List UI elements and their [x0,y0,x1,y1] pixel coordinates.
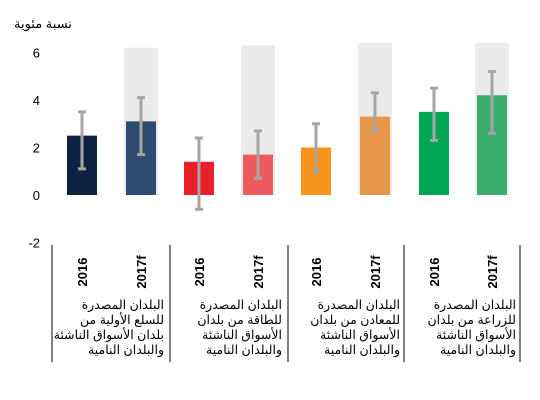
group-label-agriculture: البلدان المصدرة للزراعة من بلدان الأسواق… [427,298,516,357]
y-tick-label: 0 [33,188,40,203]
x-tick-label: 2016 [75,258,90,287]
x-tick-label: 2017f [368,255,383,289]
x-tick-label: 2017f [251,255,266,289]
y-axis-label: نسبة مئوية [14,16,72,31]
x-tick-label: 2016 [192,258,207,287]
y-tick-label: 4 [33,93,40,108]
x-tick-label: 2016 [427,258,442,287]
x-tick-label: 2016 [309,258,324,287]
group-label-commodity: البلدان المصدرة للسلع الأولية من بلدان ا… [53,298,164,357]
y-tick-label: 2 [33,141,40,156]
x-tick-label: 2017f [485,255,500,289]
y-tick-label: -2 [28,236,40,251]
y-tick-label: 6 [33,46,40,61]
group-label-energy: البلدان المصدرة للطاقة من بلدان الأسواق … [197,298,282,357]
group-label-metals: البلدان المصدرة للمعادن من بلدان الأسواق… [310,298,400,357]
x-tick-label: 2017f [134,255,149,289]
